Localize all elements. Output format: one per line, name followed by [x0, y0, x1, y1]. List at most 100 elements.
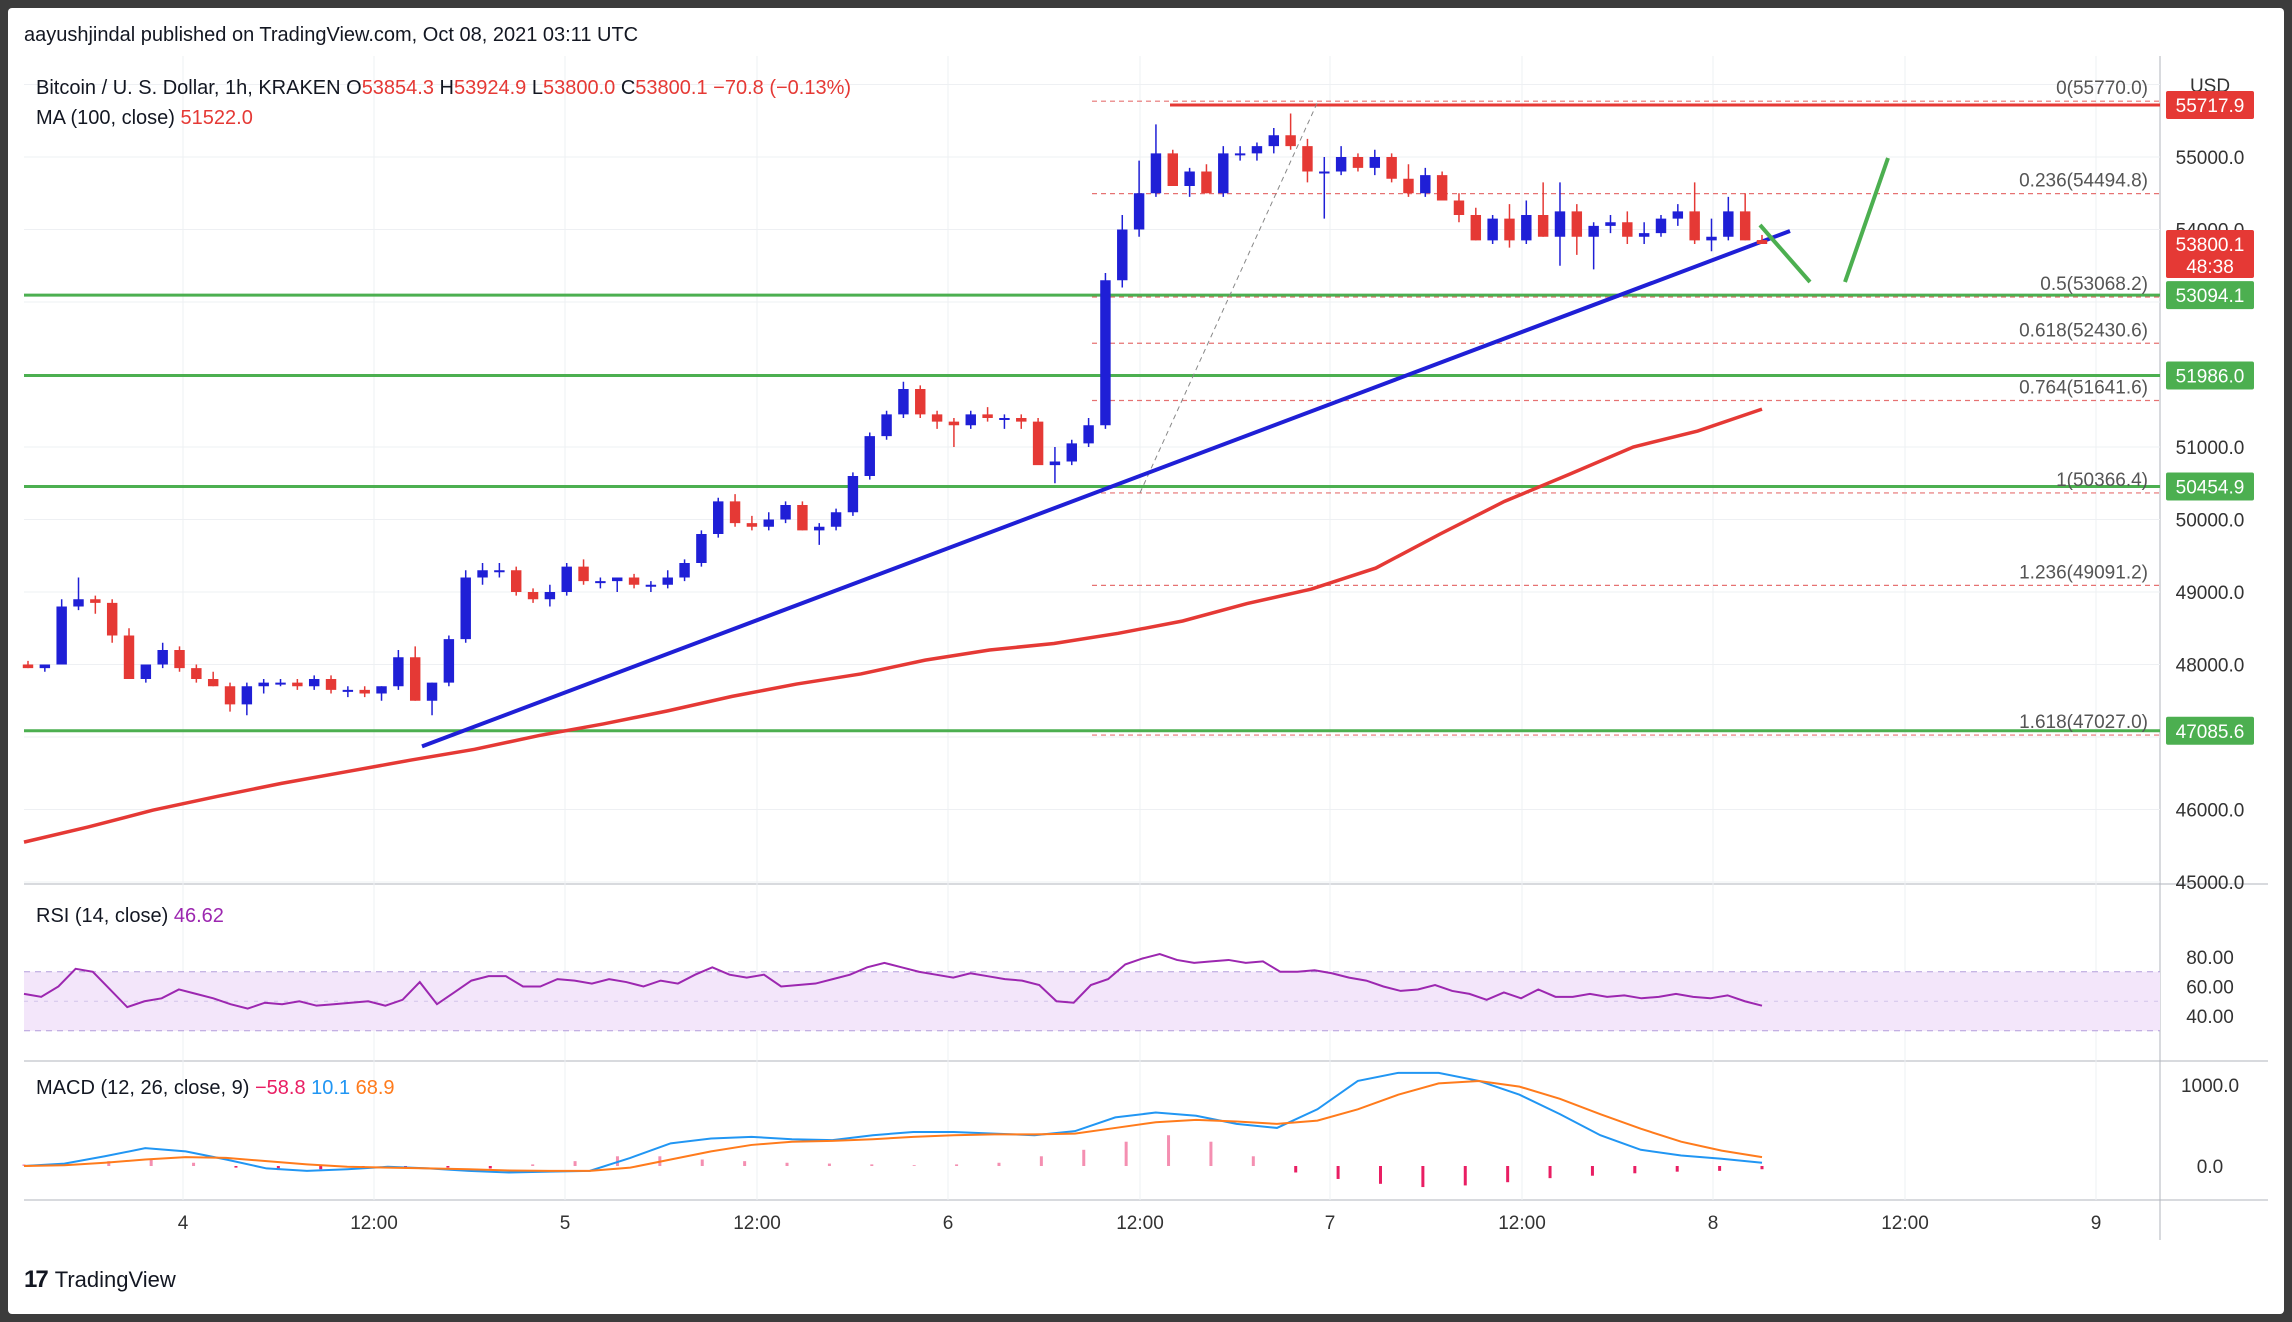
- candle-body: [1554, 211, 1566, 237]
- candle-body: [1436, 175, 1448, 201]
- candle-body: [1167, 153, 1178, 186]
- candle-body: [746, 523, 758, 527]
- candle-body: [999, 418, 1010, 420]
- change-value: −70.8 (−0.13%): [713, 77, 851, 99]
- time-tick: 12:00: [350, 1213, 398, 1234]
- macd-signal-value: 68.9: [356, 1077, 395, 1099]
- time-tick: 12:00: [1498, 1213, 1546, 1234]
- brand-name: TradingView: [54, 1267, 176, 1292]
- candle-body: [1403, 178, 1414, 194]
- candle-body: [1150, 153, 1162, 194]
- candle-body: [1672, 211, 1684, 219]
- time-tick: 12:00: [1116, 1213, 1164, 1234]
- candle-body: [1352, 157, 1364, 168]
- resistance-badge-bg: [2166, 90, 2254, 119]
- resistance-badge-label: 55717.9: [2176, 96, 2245, 117]
- candle-body: [1268, 135, 1280, 147]
- candle-body: [308, 679, 320, 687]
- ohlc-key: C: [621, 77, 635, 99]
- fib-label: 1(50366.4): [2056, 470, 2148, 491]
- fib-label: 0.5(53068.2): [2040, 274, 2148, 295]
- candle-body: [460, 577, 471, 640]
- time-tick: 9: [2091, 1213, 2102, 1234]
- candle-body: [1066, 443, 1077, 462]
- rsi-series: [23, 953, 1763, 1010]
- projection-arrows: [1758, 157, 1890, 284]
- support-badge-bg: [2166, 361, 2254, 390]
- countdown-label: 48:38: [2186, 257, 2234, 278]
- candle-body: [814, 526, 825, 531]
- candle-body: [713, 501, 724, 534]
- candle-body: [797, 505, 808, 531]
- macd-label: MACD (12, 26, close, 9): [36, 1077, 255, 1099]
- rsi-legend: RSI (14, close) 46.62: [36, 905, 224, 927]
- candle-body: [1117, 229, 1128, 281]
- ohlc-value: 53924.9: [454, 77, 532, 99]
- chart-frame: aayushjindal published on TradingView.co…: [8, 8, 2284, 1314]
- candle-body: [494, 570, 505, 573]
- candle-body: [881, 414, 892, 437]
- candle-body: [965, 414, 976, 426]
- support-badge-label: 53094.1: [2176, 286, 2245, 307]
- candle-body: [191, 668, 202, 679]
- ma-label: MA (100, close): [36, 107, 181, 129]
- candle-body: [1723, 211, 1734, 237]
- tradingview-branding[interactable]: 17 TradingView: [24, 1266, 176, 1294]
- ohlc-value: 53800.0: [543, 77, 621, 99]
- candle-body: [56, 606, 67, 665]
- candle-body: [292, 682, 303, 687]
- candle-body: [409, 657, 421, 701]
- macd-legend: MACD (12, 26, close, 9) −58.8 10.1 68.9: [36, 1077, 395, 1099]
- support-badge-bg: [2166, 716, 2254, 745]
- candle-body: [342, 689, 354, 692]
- candle-body: [1706, 236, 1717, 241]
- candle-body: [830, 512, 842, 527]
- ma-value: 51522.0: [181, 107, 253, 129]
- time-axis[interactable]: 4 12:00 5 12:00 6 12:00 7 12:00 8 12:00 9: [178, 1213, 2102, 1234]
- candle-body: [73, 599, 84, 607]
- ma-legend: MA (100, close) 51522.0: [36, 107, 253, 129]
- candle-body: [561, 566, 572, 592]
- candle-body: [780, 505, 791, 520]
- candle-body: [931, 414, 943, 422]
- fib-label: 1.236(49091.2): [2019, 562, 2148, 583]
- rising-trendline: [421, 229, 1791, 749]
- candle-body: [595, 581, 606, 584]
- price-tick: 49000.0: [2176, 583, 2245, 604]
- candle-body: [1016, 418, 1027, 422]
- candle-body: [90, 599, 101, 603]
- candle-body: [696, 534, 707, 563]
- price-tick: 55000.0: [2176, 148, 2245, 169]
- candle-body: [359, 689, 370, 694]
- horizontal-levels: 0(55770.0) 0.236(54494.8) 0.5(53068.2) 0.61…: [24, 78, 2160, 736]
- candle-body: [157, 650, 168, 665]
- candle-body: [39, 664, 51, 669]
- candle-body: [729, 501, 741, 524]
- price-tick: 51000.0: [2176, 438, 2245, 459]
- macd-line: [23, 1071, 1763, 1174]
- up-projection-arrow: [1843, 157, 1890, 283]
- fib-label: 0.236(54494.8): [2019, 171, 2148, 192]
- support-badge-label: 50454.9: [2176, 478, 2245, 499]
- price-axis[interactable]: 55000.054000.051000.050000.049000.048000…: [2166, 76, 2254, 1178]
- candle-body: [1537, 215, 1549, 237]
- candle-body: [1756, 240, 1768, 244]
- rsi-tick: 80.00: [2186, 948, 2234, 969]
- candle-body: [510, 570, 522, 592]
- candle-body: [1386, 157, 1397, 179]
- tradingview-logo-icon: 17: [24, 1266, 49, 1293]
- price-tick: 48000.0: [2176, 656, 2245, 677]
- ohlc-value: 53800.1: [635, 77, 713, 99]
- macd-tick: 0.0: [2197, 1157, 2223, 1178]
- candle-body: [628, 577, 640, 585]
- candle-body: [258, 682, 269, 687]
- candle-body: [1487, 218, 1498, 241]
- fib-label: 0.764(51641.6): [2019, 377, 2148, 398]
- candle-body: [1251, 146, 1263, 154]
- macd-value: 10.1: [311, 1077, 355, 1099]
- ohlc-value: 53854.3: [362, 77, 440, 99]
- time-tick: 4: [178, 1213, 189, 1234]
- candle-body: [1285, 135, 1296, 147]
- down-projection-arrow: [1758, 223, 1812, 284]
- author-name[interactable]: aayushjindal: [24, 24, 136, 46]
